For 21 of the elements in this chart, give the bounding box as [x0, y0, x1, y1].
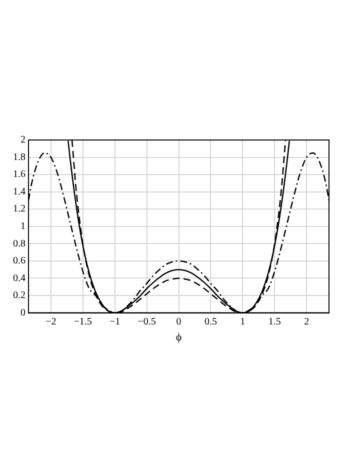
y-tick-label: 0 — [20, 307, 26, 318]
y-tick-label: 0.4 — [13, 272, 26, 284]
x-axis-title: ϕ — [176, 331, 182, 344]
x-tick-label: 1.5 — [268, 316, 281, 328]
y-tick-label: 1.2 — [13, 204, 26, 215]
x-tick-label: −0.5 — [138, 316, 156, 328]
x-tick-label: 0.5 — [204, 316, 217, 328]
x-tick-label: 2 — [304, 316, 310, 328]
x-tick-label: 1 — [240, 316, 246, 328]
x-tick-label: −1.5 — [74, 316, 92, 328]
x-tick-label: −2 — [46, 316, 56, 328]
y-tick-label: 0.2 — [13, 290, 26, 302]
y-tick-label: 0.8 — [13, 238, 26, 250]
y-tick-label: 1.4 — [13, 186, 26, 198]
y-tick-label: 2 — [20, 134, 26, 146]
x-tick-label: −1 — [109, 316, 120, 328]
y-tick-label: 0.6 — [13, 256, 26, 267]
y-tick-label: 1.8 — [13, 152, 26, 163]
y-tick-label: 1.6 — [13, 169, 26, 180]
x-tick-label: 0 — [176, 316, 182, 328]
y-tick-label: 1 — [20, 221, 26, 232]
